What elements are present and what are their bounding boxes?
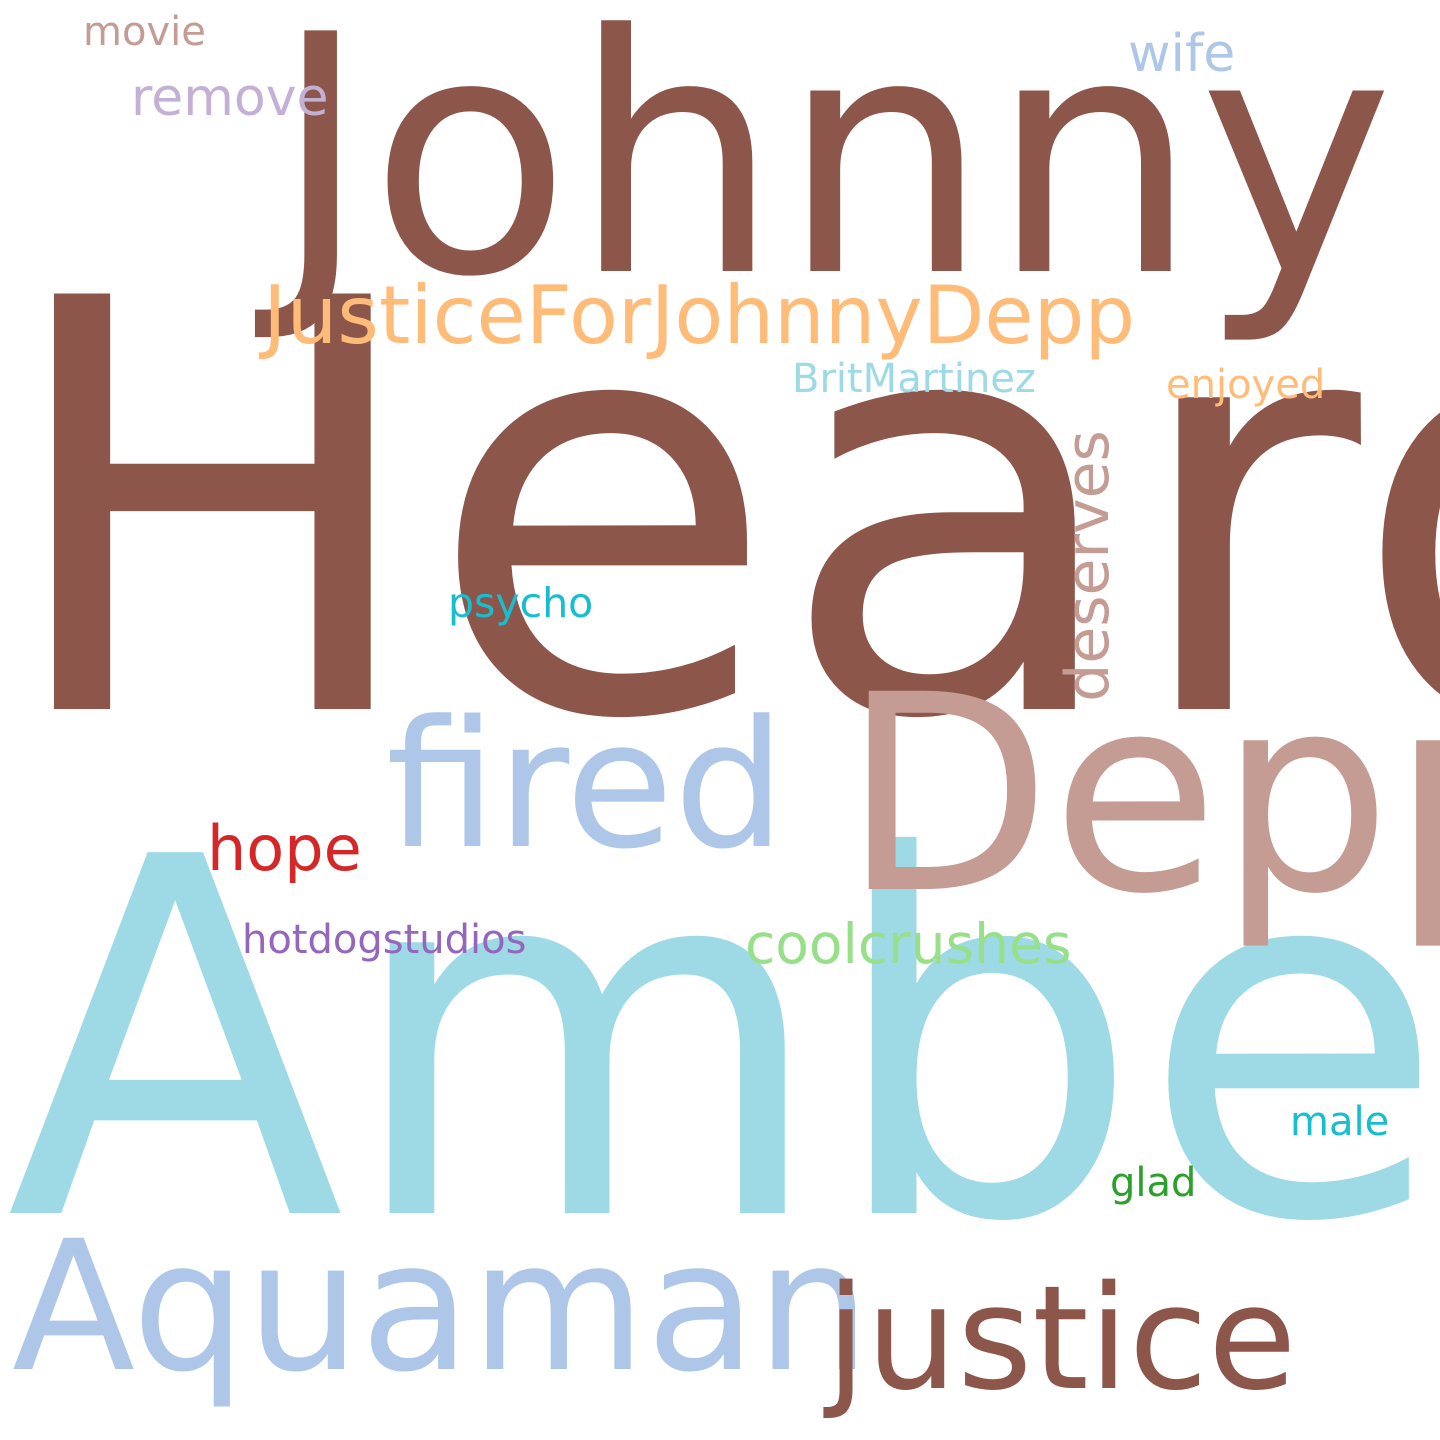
word-amber: Amber [6, 754, 1440, 1330]
word-male: male [1290, 1099, 1390, 1145]
word-britmartinez: BritMartinez [792, 356, 1036, 402]
word-justicefor-johnnydepp: JusticeForJohnnyDepp [263, 269, 1136, 362]
word-justice: justice [826, 1254, 1297, 1422]
word-aquaman: Aquaman [12, 1203, 871, 1412]
word-glad: glad [1110, 1160, 1197, 1206]
word-movie: movie [83, 9, 206, 55]
word-depp: Depp [842, 638, 1440, 954]
word-hope: hope [207, 812, 362, 885]
word-deserves: deserves [1052, 430, 1123, 702]
word-enjoyed: enjoyed [1166, 362, 1326, 408]
word-wife: wife [1128, 24, 1236, 84]
word-fired: fired [386, 683, 786, 888]
word-hotdogstudios: hotdogstudios [242, 917, 527, 963]
word-johnny: Johnny [272, 0, 1394, 349]
word-heard: Heard [0, 181, 1440, 844]
word-coolcrushes: coolcrushes [745, 912, 1072, 976]
word-psycho: psycho [448, 579, 594, 627]
word-remove: remove [131, 68, 329, 128]
